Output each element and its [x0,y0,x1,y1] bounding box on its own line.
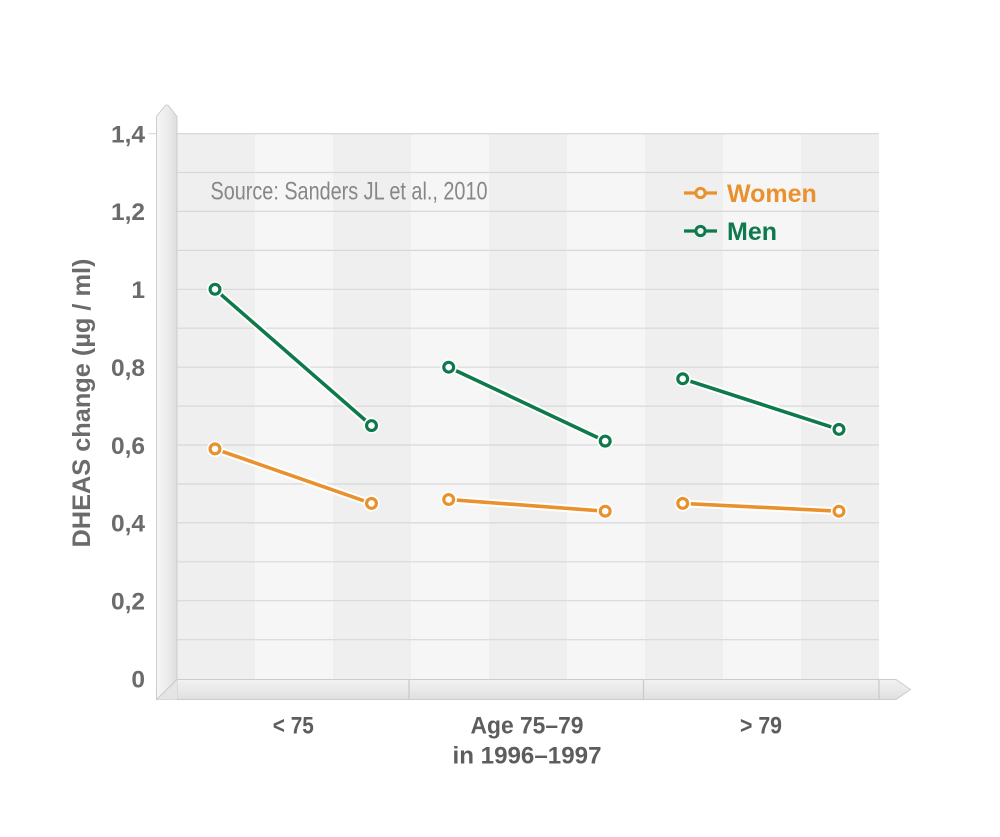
svg-text:DHEAS change (µg / ml): DHEAS change (µg / ml) [68,259,96,548]
svg-text:1,2: 1,2 [111,199,145,226]
svg-text:0,8: 0,8 [111,355,145,382]
svg-text:in 1996–1997: in 1996–1997 [453,743,602,770]
svg-text:0: 0 [131,666,145,693]
svg-text:Age 75–79: Age 75–79 [471,713,584,740]
svg-text:0,6: 0,6 [111,433,145,460]
svg-text:< 75: < 75 [273,713,314,740]
svg-text:1,4: 1,4 [111,121,145,148]
svg-text:0,2: 0,2 [111,589,145,616]
svg-text:> 79: > 79 [740,713,782,740]
svg-text:1: 1 [131,277,145,304]
svg-text:Women: Women [727,180,817,208]
svg-text:0,4: 0,4 [111,511,145,538]
svg-text:Source: Sanders JL et al., 201: Source: Sanders JL et al., 2010 [211,178,488,206]
svg-text:Men: Men [727,218,777,246]
